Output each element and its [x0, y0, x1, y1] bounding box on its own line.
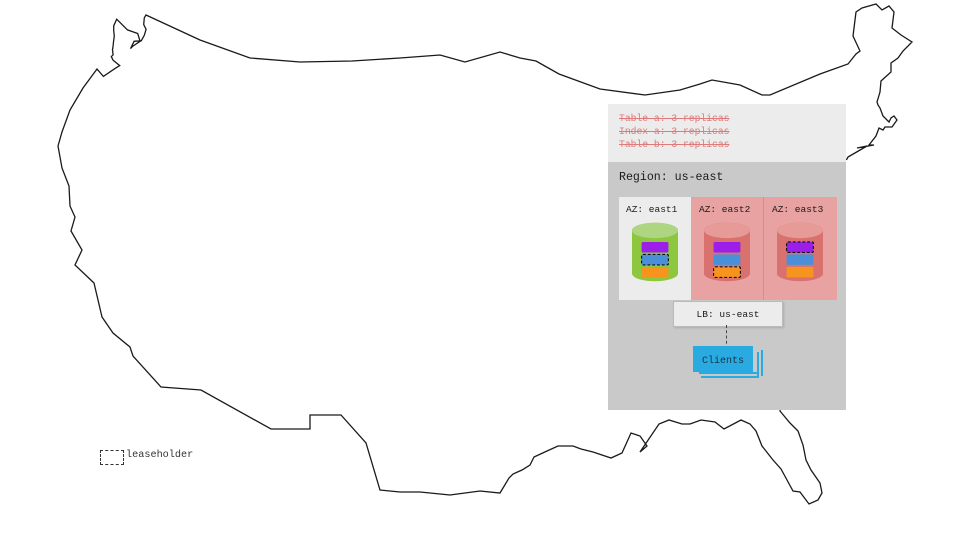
- svg-text:Clients: Clients: [702, 355, 744, 367]
